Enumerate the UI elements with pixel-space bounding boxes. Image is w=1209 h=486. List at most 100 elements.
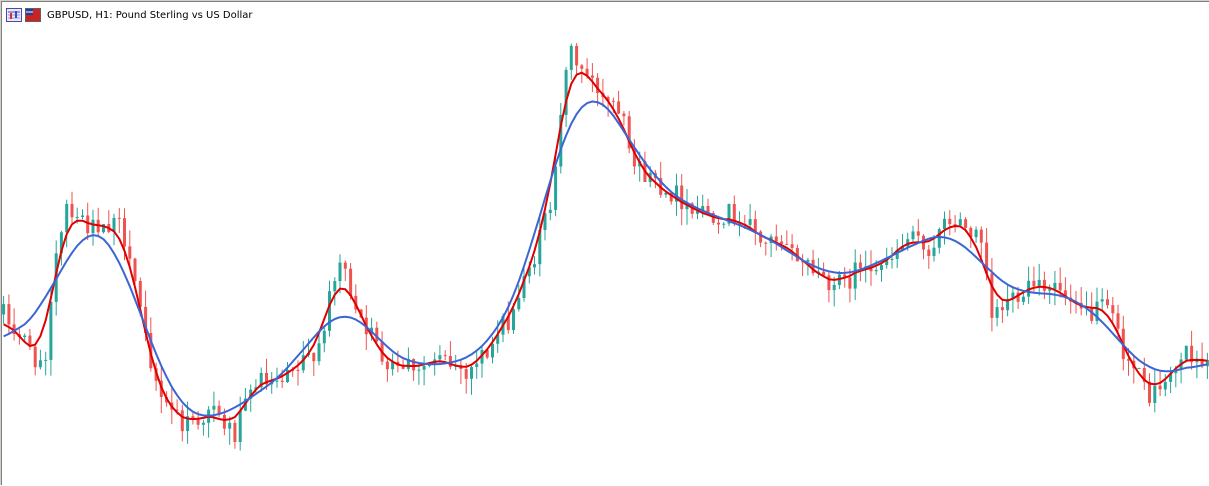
- bull-candle: [338, 262, 342, 282]
- bull-candle: [885, 259, 889, 266]
- bull-candle: [1169, 373, 1173, 382]
- bear-candle: [1000, 307, 1004, 311]
- bear-candle: [596, 77, 600, 93]
- bear-candle: [711, 213, 715, 223]
- bear-candle: [843, 274, 847, 278]
- bull-candle: [906, 239, 910, 247]
- bear-candle: [927, 249, 931, 256]
- bull-candle: [527, 267, 531, 277]
- bull-candle: [543, 213, 547, 230]
- bear-candle: [1058, 282, 1062, 291]
- bull-candle: [23, 335, 27, 337]
- bull-candle: [286, 369, 289, 382]
- bear-candle: [1063, 290, 1067, 298]
- bear-candle: [669, 192, 673, 202]
- bear-candle: [1142, 368, 1146, 382]
- bear-candle: [233, 422, 237, 442]
- bull-candle: [112, 217, 116, 232]
- bull-candle: [806, 259, 810, 262]
- bear-candle: [506, 316, 510, 331]
- bull-candle: [1205, 360, 1209, 367]
- bear-candle: [128, 246, 132, 259]
- bear-candle: [222, 414, 226, 429]
- bull-candle: [228, 422, 232, 429]
- bear-candle: [144, 306, 148, 333]
- bear-candle: [117, 217, 121, 219]
- chart-header: GBPUSD, H1: Pound Sterling vs US Dollar: [6, 6, 253, 24]
- bear-candle: [1127, 359, 1130, 361]
- bull-candle: [238, 410, 242, 442]
- bear-candle: [822, 271, 826, 276]
- bear-candle: [785, 243, 789, 245]
- bull-candle: [701, 206, 705, 212]
- bear-candle: [948, 218, 952, 225]
- symbol-flag-icon: [25, 8, 41, 22]
- bear-candle: [632, 148, 636, 167]
- bull-candle: [75, 217, 79, 218]
- bear-candle: [717, 222, 720, 225]
- bear-candle: [1158, 385, 1162, 390]
- bull-candle: [512, 309, 515, 331]
- bear-candle: [617, 101, 621, 114]
- bear-candle: [585, 68, 589, 76]
- bear-candle: [448, 356, 452, 367]
- bull-candle: [59, 232, 63, 254]
- bull-candle: [1048, 289, 1052, 291]
- bull-candle: [212, 405, 216, 410]
- bull-candle: [1184, 345, 1188, 360]
- bull-candle: [44, 359, 48, 361]
- bull-candle: [559, 114, 563, 167]
- bull-candle: [438, 355, 442, 360]
- chart-title: GBPUSD, H1: Pound Sterling vs US Dollar: [47, 9, 253, 21]
- bear-candle: [1200, 358, 1204, 367]
- bull-candle: [748, 219, 752, 225]
- bull-candle: [475, 363, 479, 367]
- bear-candle: [401, 365, 405, 369]
- bear-candle: [485, 350, 489, 358]
- bear-candle: [217, 405, 221, 415]
- bear-candle: [827, 275, 831, 291]
- bear-candle: [1016, 292, 1020, 302]
- bear-candle: [86, 215, 90, 234]
- bull-candle: [91, 219, 95, 234]
- bear-candle: [133, 258, 137, 281]
- bull-candle: [911, 231, 915, 240]
- bear-candle: [795, 247, 799, 262]
- bull-candle: [1163, 381, 1167, 390]
- bear-candle: [70, 203, 74, 218]
- bear-candle: [180, 410, 184, 432]
- bear-candle: [1032, 280, 1036, 287]
- bear-candle: [280, 380, 284, 382]
- bear-candle: [443, 355, 447, 357]
- bear-candle: [848, 277, 852, 289]
- bull-candle: [317, 343, 321, 362]
- slow-moving-average-line: [3, 100, 1208, 417]
- bear-candle: [611, 100, 615, 102]
- bull-candle: [901, 246, 904, 250]
- bull-candle: [890, 259, 894, 260]
- bull-candle: [958, 219, 962, 226]
- bear-candle: [343, 262, 347, 269]
- bear-candle: [138, 281, 142, 307]
- bull-candle: [1153, 385, 1157, 403]
- bear-candle: [979, 229, 983, 243]
- bull-candle: [548, 209, 552, 214]
- bear-candle: [969, 227, 973, 238]
- bear-candle: [680, 185, 684, 210]
- bear-candle: [296, 369, 300, 371]
- bull-candle: [322, 330, 326, 344]
- bull-candle: [491, 343, 494, 358]
- bear-candle: [706, 206, 710, 213]
- bear-candle: [312, 353, 316, 362]
- bear-candle: [7, 304, 11, 325]
- bull-candle: [685, 203, 689, 210]
- bear-candle: [990, 273, 994, 318]
- bull-candle: [1006, 298, 1010, 311]
- bull-candle: [533, 264, 536, 268]
- bull-candle: [832, 285, 836, 291]
- bull-candle: [328, 291, 331, 331]
- bull-candle: [38, 360, 42, 368]
- bear-candle: [1106, 299, 1109, 306]
